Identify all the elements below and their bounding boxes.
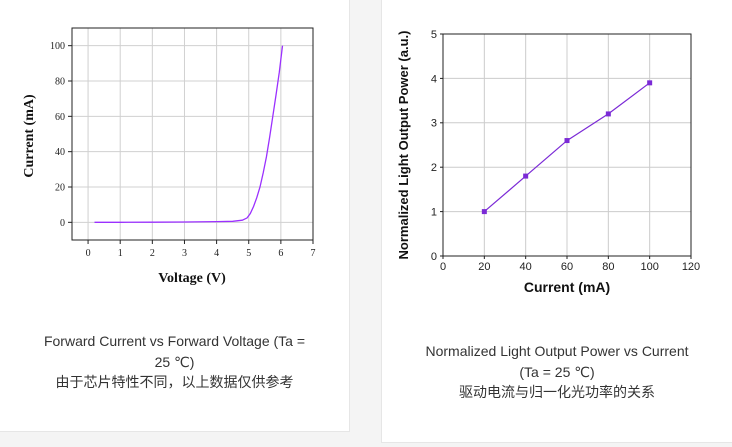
iv-y-tick-label: 80 xyxy=(55,77,65,88)
iv-y-tick-label: 0 xyxy=(60,218,65,229)
iv-y-tick-label: 20 xyxy=(55,183,65,194)
power-y-tick-label: 2 xyxy=(431,162,437,174)
power-y-tick-label: 4 xyxy=(431,73,437,85)
chart-card-power: 0 20 40 60 80 100 120 0 1 2 3 4 5 Current (mA) Norma… xyxy=(381,0,732,443)
iv-x-axis-label: Voltage (V) xyxy=(158,271,226,286)
power-x-tick-label: 120 xyxy=(682,261,700,273)
iv-x-tick-label: 2 xyxy=(150,248,155,259)
power-caption-line3: 驱动电流与归一化光功率的关系 xyxy=(459,385,655,401)
iv-x-tick-label: 5 xyxy=(246,248,251,259)
iv-x-tick-label: 0 xyxy=(86,248,91,259)
power-caption-line2: (Ta = 25 ℃) xyxy=(519,364,595,380)
power-y-tick-label: 3 xyxy=(431,118,437,130)
iv-chart-ticks: 0 1 2 3 4 5 6 7 0 20 40 60 80 100 xyxy=(50,41,316,259)
iv-x-tick-label: 7 xyxy=(311,248,316,259)
power-caption-line1: Normalized Light Output Power vs Current xyxy=(425,343,689,359)
iv-y-tick-label: 40 xyxy=(55,147,65,158)
iv-caption: Forward Current vs Forward Voltage (Ta =… xyxy=(0,331,349,394)
iv-chart-frame xyxy=(71,27,314,241)
power-chart-ticks: 0 20 40 60 80 100 120 0 1 2 3 4 5 xyxy=(431,29,700,273)
power-y-tick-label: 5 xyxy=(431,29,437,41)
power-series-points xyxy=(481,80,653,215)
power-caption: Normalized Light Output Power vs Current… xyxy=(382,341,732,404)
iv-caption-line3: 由于芯片特性不同，以上数据仅供参考 xyxy=(55,375,294,391)
power-chart-grid xyxy=(443,34,691,256)
iv-caption-line2: 25 ℃) xyxy=(154,354,195,370)
iv-x-tick-label: 4 xyxy=(214,248,219,259)
power-x-tick-label: 20 xyxy=(478,261,490,273)
power-x-tick-label: 60 xyxy=(561,261,573,273)
power-y-tick-label: 0 xyxy=(431,251,437,263)
iv-x-tick-label: 3 xyxy=(182,248,187,259)
iv-x-tick-label: 1 xyxy=(118,248,123,259)
chart-card-iv: 0 1 2 3 4 5 6 7 0 20 40 60 80 100 Voltage (V) Current… xyxy=(0,0,350,432)
iv-y-tick-label: 60 xyxy=(55,112,65,123)
power-data-point xyxy=(481,209,487,215)
power-chart: 0 20 40 60 80 100 120 0 1 2 3 4 5 Current (mA) Norma… xyxy=(396,29,700,295)
iv-y-tick-label: 100 xyxy=(50,41,65,52)
power-data-point xyxy=(647,80,653,86)
power-data-point xyxy=(605,111,611,117)
power-x-tick-label: 40 xyxy=(520,261,532,273)
power-y-axis-label: Normalized Light Output Power (a.u.) xyxy=(396,31,411,260)
iv-curve-line xyxy=(94,45,284,223)
power-data-point xyxy=(523,173,529,179)
iv-chart: 0 1 2 3 4 5 6 7 0 20 40 60 80 100 Voltage (V) Current… xyxy=(22,27,316,286)
power-x-tick-label: 0 xyxy=(440,261,446,273)
power-x-tick-label: 100 xyxy=(640,261,658,273)
iv-caption-line1: Forward Current vs Forward Voltage (Ta = xyxy=(43,333,306,349)
iv-chart-grid xyxy=(72,28,313,240)
power-y-tick-label: 1 xyxy=(431,206,437,218)
power-x-tick-label: 80 xyxy=(602,261,614,273)
iv-y-axis-label: Current (mA) xyxy=(22,94,37,178)
iv-x-tick-label: 6 xyxy=(278,248,283,259)
power-data-point xyxy=(564,138,570,144)
power-x-axis-label: Current (mA) xyxy=(524,279,610,295)
